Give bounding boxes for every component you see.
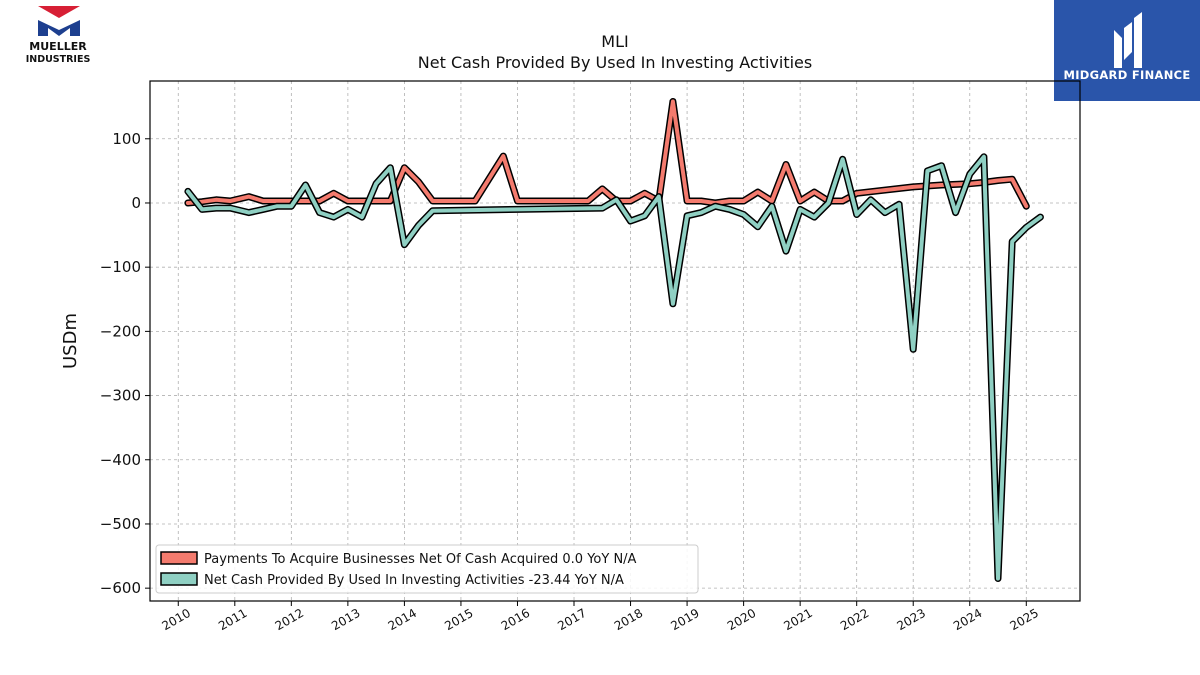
x-tick-label: 2021 (781, 606, 814, 633)
x-tick-label: 2022 (838, 606, 871, 633)
y-tick-label: −300 (100, 387, 141, 405)
x-tick-label: 2020 (725, 606, 758, 633)
x-tick-label: 2016 (499, 606, 532, 633)
y-tick-label: 0 (131, 194, 141, 212)
y-tick-label: 100 (112, 130, 141, 148)
x-tick-label: 2013 (329, 606, 362, 633)
chart-title: MLI (601, 32, 628, 51)
mueller-industries-logo: MUELLER INDUSTRIES (18, 6, 98, 66)
legend-entry: Payments To Acquire Businesses Net Of Ca… (204, 552, 637, 567)
logo-right-name: MIDGARD FINANCE (1063, 68, 1191, 82)
x-tick-label: 2025 (1008, 606, 1041, 633)
series-1-line (185, 99, 1029, 209)
y-tick-label: −600 (100, 579, 141, 597)
y-tick-label: −500 (100, 515, 141, 533)
legend: Payments To Acquire Businesses Net Of Ca… (155, 544, 699, 594)
x-tick-label: 2011 (216, 606, 249, 633)
legend-box (155, 544, 699, 594)
y-tick-label: −100 (100, 258, 141, 276)
y-axis-label: USDm (60, 313, 81, 369)
chart-subtitle: Net Cash Provided By Used In Investing A… (418, 53, 812, 72)
legend-swatch (160, 572, 198, 586)
logo-left-line1: MUELLER (29, 40, 87, 53)
plot-frame (149, 80, 1081, 602)
y-tick-label: −400 (100, 451, 141, 469)
logo-left-line2: INDUSTRIES (26, 54, 91, 65)
plot-area (184, 98, 1044, 582)
y-tick-label: −200 (100, 322, 141, 340)
legend-entry: Net Cash Provided By Used In Investing A… (204, 573, 624, 588)
x-tick-label: 2017 (555, 606, 588, 633)
x-tick-label: 2010 (160, 606, 193, 633)
series-2-outline (184, 153, 1044, 582)
legend-swatch (160, 551, 198, 565)
x-tick-label: 2023 (894, 606, 927, 633)
midgard-mark-icon (1114, 12, 1142, 68)
midgard-finance-logo: MIDGARD FINANCE (1054, 0, 1200, 101)
x-tick-label: 2019 (668, 606, 701, 633)
x-tick-label: 2015 (442, 606, 475, 633)
x-tick-label: 2012 (273, 606, 306, 633)
x-tick-label: 2024 (951, 606, 984, 633)
series-2-line (185, 154, 1043, 581)
grid (150, 81, 1080, 601)
x-tick-label: 2014 (386, 606, 419, 633)
x-tick-label: 2018 (612, 606, 645, 633)
